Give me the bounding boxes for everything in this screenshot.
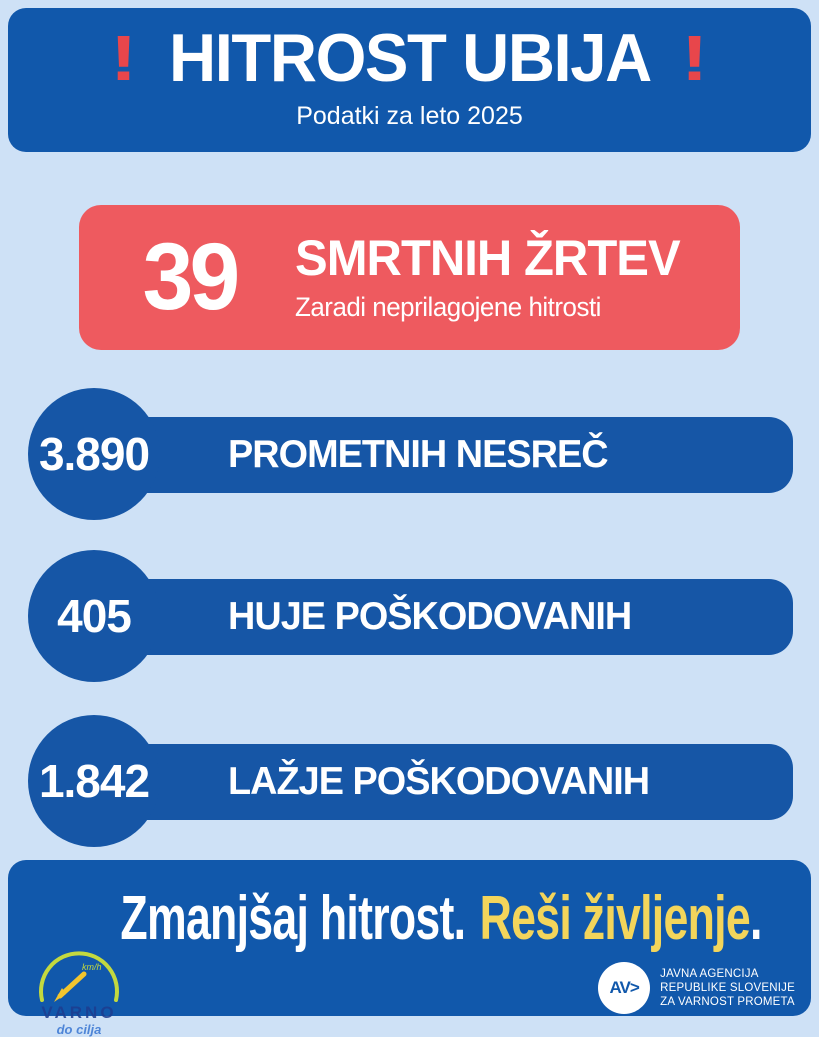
exclamation-icon: ! (110, 22, 138, 94)
fatalities-label: SMRTNIH ŽRTEV (295, 229, 681, 286)
stat-label: PROMETNIH NESREČ (228, 433, 609, 476)
stat-value: 405 (57, 590, 132, 642)
speedometer-logo: km/h VARNO do cilja (20, 944, 138, 1036)
page-title: HITROST UBIJA (168, 20, 652, 96)
fatalities-text: SMRTNIH ŽRTEV Zaradi neprilagojene hitro… (295, 229, 688, 323)
agency-logo: AV> JAVNA AGENCIJA REPUBLIKE SLOVENIJE Z… (598, 962, 795, 1014)
stat-bar (95, 744, 793, 820)
svg-text:km/h: km/h (82, 962, 102, 972)
fatalities-highlight-card: 39 SMRTNIH ŽRTEV Zaradi neprilagojene hi… (79, 205, 740, 350)
stat-label: HUJE POŠKODOVANIH (228, 595, 632, 638)
slogan-white: Zmanjšaj hitrost. (120, 884, 466, 953)
slogan: Zmanjšaj hitrost. Reši življenje. (120, 884, 762, 953)
stat-row-serious-injuries: 405 HUJE POŠKODOVANIH (0, 550, 819, 682)
stat-bar (95, 579, 793, 655)
stat-row-minor-injuries: 1.842 LAŽJE POŠKODOVANIH (0, 715, 819, 847)
exclamation-icon: ! (681, 22, 709, 94)
title-row: ! HITROST UBIJA ! (8, 14, 811, 102)
slogan-yellow: Reši življenje (479, 884, 751, 953)
stat-circle: 3.890 (28, 388, 160, 520)
agency-line: ZA VARNOST PROMETA (660, 996, 795, 1008)
speedometer-icon: km/h (39, 951, 119, 1002)
stat-value: 3.890 (38, 428, 150, 480)
stat-circle: 405 (28, 550, 160, 682)
agency-line: JAVNA AGENCIJA (660, 968, 759, 980)
speedometer-logo-name: VARNO (41, 1003, 117, 1022)
stat-row-accidents: 3.890 PROMETNIH NESREČ (0, 388, 819, 520)
header-banner: ! HITROST UBIJA ! Podatki za leto 2025 (8, 8, 811, 152)
stat-bar (95, 417, 793, 493)
fatalities-sublabel: Zaradi neprilagojene hitrosti (295, 291, 601, 322)
stat-label: LAŽJE POŠKODOVANIH (228, 760, 650, 803)
speedometer-logo-script: do cilja (56, 1022, 102, 1037)
footer-banner: Zmanjšaj hitrost. Reši življenje. km/h VA… (8, 860, 811, 1036)
fatalities-count: 39 (142, 224, 241, 330)
stat-circle: 1.842 (28, 715, 160, 847)
page-subtitle: Podatki za leto 2025 (296, 102, 523, 130)
agency-name: JAVNA AGENCIJA REPUBLIKE SLOVENIJE ZA VA… (660, 967, 795, 1009)
stat-value: 1.842 (38, 755, 150, 807)
avp-logo-icon: AV> (598, 962, 651, 1014)
agency-line: REPUBLIKE SLOVENIJE (660, 982, 795, 994)
slogan-period: . (749, 884, 762, 953)
